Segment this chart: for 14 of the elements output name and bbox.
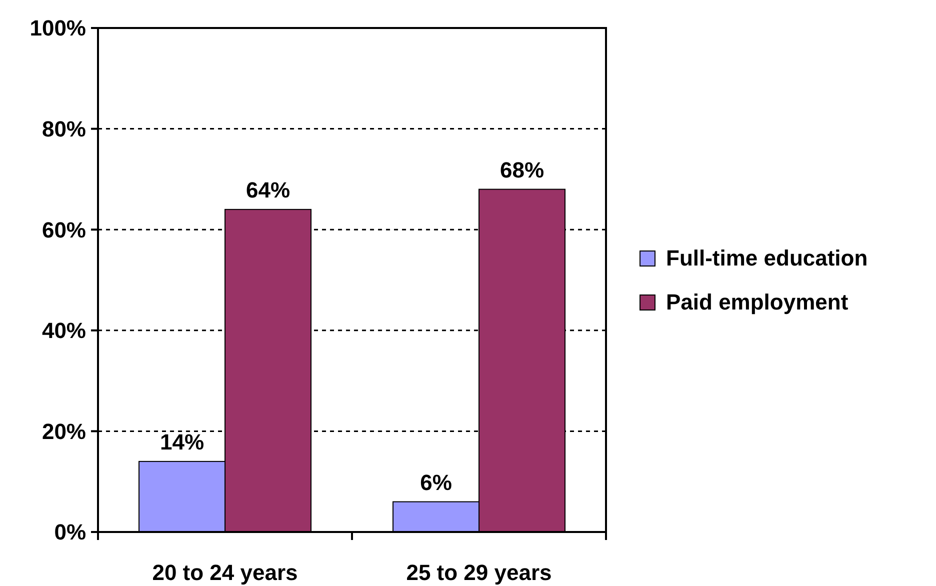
data-label: 68%	[500, 157, 544, 182]
legend-label: Paid employment	[666, 290, 849, 315]
y-tick-label: 20%	[42, 418, 86, 444]
data-label: 14%	[160, 429, 204, 454]
data-label: 64%	[246, 177, 290, 202]
data-label: 6%	[420, 470, 452, 495]
y-tick-label: 100%	[30, 16, 86, 41]
x-tick-label: 25 to 29 years	[406, 560, 552, 585]
x-tick-label: 20 to 24 years	[152, 560, 298, 585]
legend-label: Full-time education	[666, 246, 868, 271]
y-tick-label: 60%	[42, 217, 86, 242]
y-tick-label: 80%	[42, 116, 86, 142]
y-tick-label: 0%	[54, 520, 86, 545]
y-tick-label: 40%	[42, 318, 86, 344]
